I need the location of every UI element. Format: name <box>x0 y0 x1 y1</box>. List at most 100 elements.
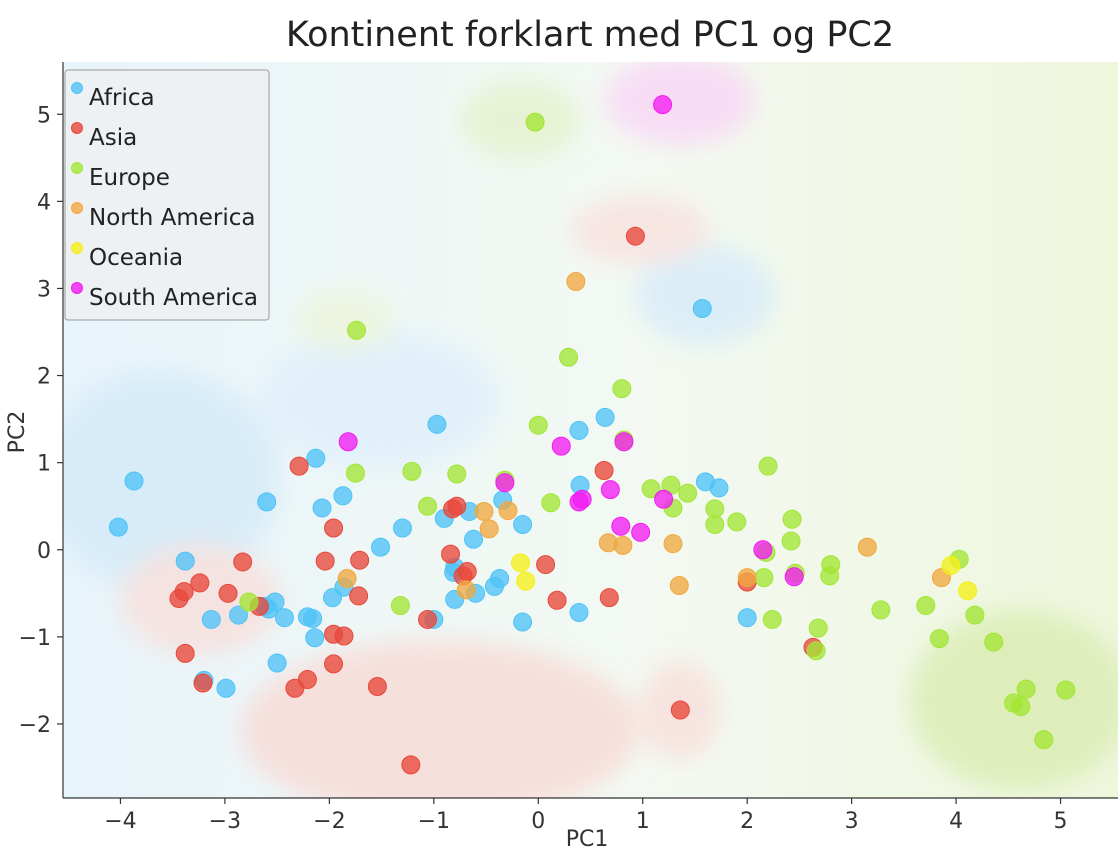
region-africa-top <box>635 245 775 345</box>
point-africa <box>692 298 712 318</box>
region-europe-top <box>460 80 580 160</box>
y-tick-label: 0 <box>37 539 51 564</box>
x-tick-label: 5 <box>1054 809 1068 834</box>
legend-label-north-america: North America <box>89 205 256 231</box>
point-europe <box>1056 680 1076 700</box>
y-tick-label: 1 <box>37 452 51 477</box>
y-axis: −2 −1 0 1 2 3 4 5 <box>19 62 64 798</box>
point-africa <box>333 486 353 506</box>
point-north-america <box>613 535 633 555</box>
point-asia <box>174 582 194 602</box>
point-asia <box>324 654 344 674</box>
point-europe <box>418 496 438 516</box>
legend-marker-north-america <box>71 202 83 214</box>
point-africa <box>513 612 533 632</box>
point-africa <box>108 517 128 537</box>
point-africa <box>306 448 326 468</box>
point-africa <box>265 592 285 612</box>
point-europe <box>705 515 725 535</box>
point-europe <box>762 609 782 629</box>
point-europe <box>345 463 365 483</box>
legend-marker-south-america <box>71 282 83 294</box>
point-europe <box>808 618 828 638</box>
point-south-america <box>753 540 773 560</box>
x-tick-label: −4 <box>104 809 136 834</box>
point-south-america <box>572 489 592 509</box>
point-europe <box>806 641 826 661</box>
point-south-america <box>653 95 673 115</box>
point-africa <box>464 529 484 549</box>
point-asia <box>418 609 438 629</box>
point-africa <box>201 609 221 629</box>
point-africa <box>569 420 589 440</box>
point-asia <box>547 590 567 610</box>
point-europe <box>1016 679 1036 699</box>
point-asia <box>297 670 317 690</box>
point-asia <box>218 583 238 603</box>
point-europe <box>984 632 1004 652</box>
y-tick-label: 2 <box>37 365 51 390</box>
point-south-america <box>338 432 358 452</box>
legend-label-europe: Europe <box>89 165 170 191</box>
x-axis-label: PC1 <box>566 827 609 852</box>
point-south-america <box>611 516 631 536</box>
point-africa <box>737 608 757 628</box>
point-europe <box>528 415 548 435</box>
point-africa <box>228 605 248 625</box>
point-europe <box>820 566 840 586</box>
point-europe <box>559 347 579 367</box>
point-asia <box>367 677 387 697</box>
point-europe <box>347 320 367 340</box>
point-north-america <box>737 568 757 588</box>
point-africa <box>257 492 277 512</box>
point-asia <box>324 518 344 538</box>
x-axis: −4 −3 −2 −1 0 1 2 3 4 5 <box>63 797 1118 834</box>
data-points <box>108 95 1076 775</box>
point-africa <box>175 551 195 571</box>
point-europe <box>965 605 985 625</box>
point-europe <box>525 112 545 132</box>
point-europe <box>1011 697 1031 717</box>
point-asia <box>441 544 461 564</box>
point-europe <box>678 483 698 503</box>
y-tick-label: −1 <box>19 626 51 651</box>
point-asia <box>289 456 309 476</box>
region-asia-bottom <box>240 640 640 798</box>
y-tick-label: 4 <box>37 190 51 215</box>
point-africa <box>392 518 412 538</box>
point-north-america <box>566 271 586 291</box>
point-africa <box>312 498 332 518</box>
point-south-america <box>600 480 620 500</box>
point-africa <box>513 515 533 535</box>
point-europe <box>541 493 561 513</box>
legend-marker-africa <box>71 82 83 94</box>
point-north-america <box>474 501 494 521</box>
point-africa <box>595 407 615 427</box>
point-asia <box>447 496 467 516</box>
plot-area <box>63 62 1118 798</box>
point-europe <box>782 509 802 529</box>
x-tick-label: −1 <box>418 809 450 834</box>
point-north-america <box>857 537 877 557</box>
point-asia <box>599 588 619 608</box>
point-asia <box>536 555 556 575</box>
region-southamerica <box>605 62 755 145</box>
point-europe <box>390 596 410 616</box>
point-africa <box>305 628 325 648</box>
x-tick-label: −2 <box>313 809 345 834</box>
point-europe <box>754 568 774 588</box>
point-asia <box>594 461 614 481</box>
x-tick-label: −3 <box>209 809 241 834</box>
point-south-america <box>551 436 571 456</box>
chart-title: Kontinent forklart med PC1 og PC2 <box>286 15 894 55</box>
point-asia <box>457 562 477 582</box>
point-south-america <box>784 567 804 587</box>
point-africa <box>303 609 323 629</box>
region-europe-left <box>295 290 395 350</box>
point-europe <box>727 512 747 532</box>
legend-marker-oceania <box>71 242 83 254</box>
x-tick-label: 1 <box>636 809 650 834</box>
point-asia <box>350 550 370 570</box>
point-africa <box>490 569 510 589</box>
